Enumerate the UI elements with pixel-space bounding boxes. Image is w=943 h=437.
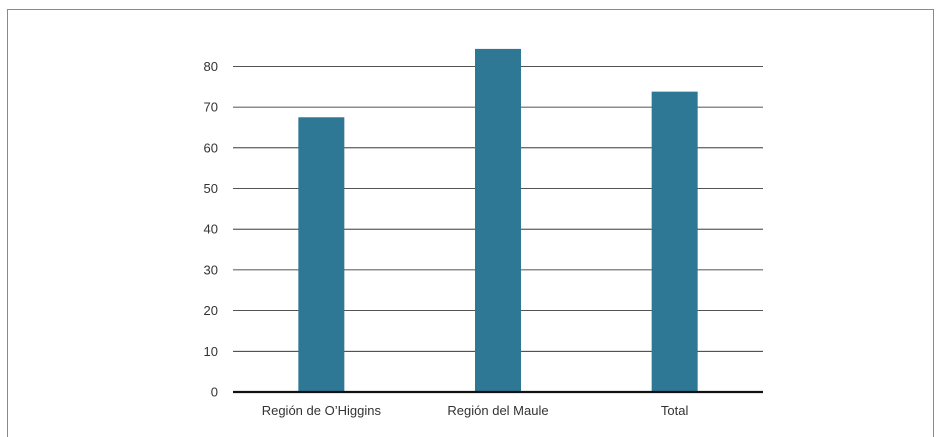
y-tick-label: 50 — [204, 181, 218, 196]
x-category-label: Región de O’Higgins — [262, 403, 382, 418]
y-tick-label: 80 — [204, 59, 218, 74]
bar-3 — [651, 91, 698, 392]
y-tick-label: 30 — [204, 262, 218, 277]
labels: 0 10 20 30 40 50 60 70 80 Región de O’Higgins Regi… — [204, 59, 689, 418]
x-category-label: Total — [661, 403, 689, 418]
y-tick-label: 70 — [204, 100, 218, 115]
y-tick-label: 10 — [204, 344, 218, 359]
y-tick-label: 20 — [204, 303, 218, 318]
bars — [298, 48, 698, 393]
x-category-label: Región del Maule — [447, 403, 548, 418]
y-tick-label: 60 — [204, 140, 218, 155]
y-tick-label: 40 — [204, 222, 218, 237]
bar-1 — [298, 117, 345, 393]
y-tick-label: 0 — [211, 385, 218, 400]
chart-frame — [7, 9, 934, 437]
bar-2 — [475, 48, 521, 393]
